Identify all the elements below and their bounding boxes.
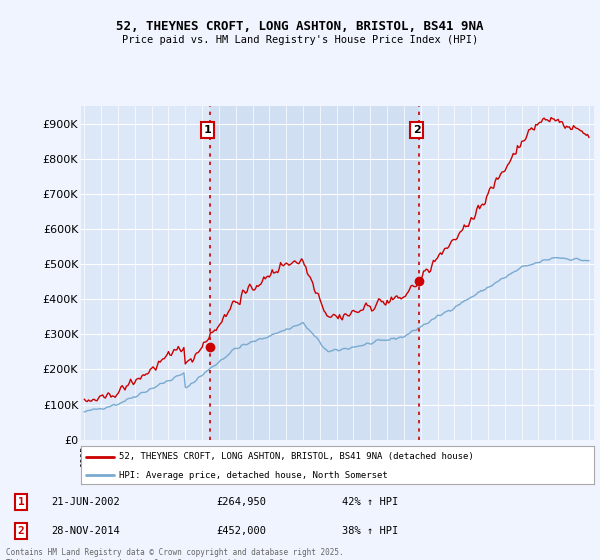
Text: 21-JUN-2002: 21-JUN-2002 — [51, 497, 120, 507]
Text: 2: 2 — [17, 526, 25, 536]
Text: 38% ↑ HPI: 38% ↑ HPI — [342, 526, 398, 536]
Text: 52, THEYNES CROFT, LONG ASHTON, BRISTOL, BS41 9NA: 52, THEYNES CROFT, LONG ASHTON, BRISTOL,… — [116, 20, 484, 32]
Text: £452,000: £452,000 — [216, 526, 266, 536]
Text: 1: 1 — [203, 125, 211, 135]
Text: HPI: Average price, detached house, North Somerset: HPI: Average price, detached house, Nort… — [119, 471, 388, 480]
Text: 1: 1 — [17, 497, 25, 507]
Text: 2: 2 — [413, 125, 421, 135]
Text: 42% ↑ HPI: 42% ↑ HPI — [342, 497, 398, 507]
Text: 28-NOV-2014: 28-NOV-2014 — [51, 526, 120, 536]
Text: Contains HM Land Registry data © Crown copyright and database right 2025.
This d: Contains HM Land Registry data © Crown c… — [6, 548, 344, 560]
Text: £264,950: £264,950 — [216, 497, 266, 507]
Bar — [210, 106, 419, 440]
Text: Price paid vs. HM Land Registry's House Price Index (HPI): Price paid vs. HM Land Registry's House … — [122, 35, 478, 45]
Text: 52, THEYNES CROFT, LONG ASHTON, BRISTOL, BS41 9NA (detached house): 52, THEYNES CROFT, LONG ASHTON, BRISTOL,… — [119, 452, 474, 461]
